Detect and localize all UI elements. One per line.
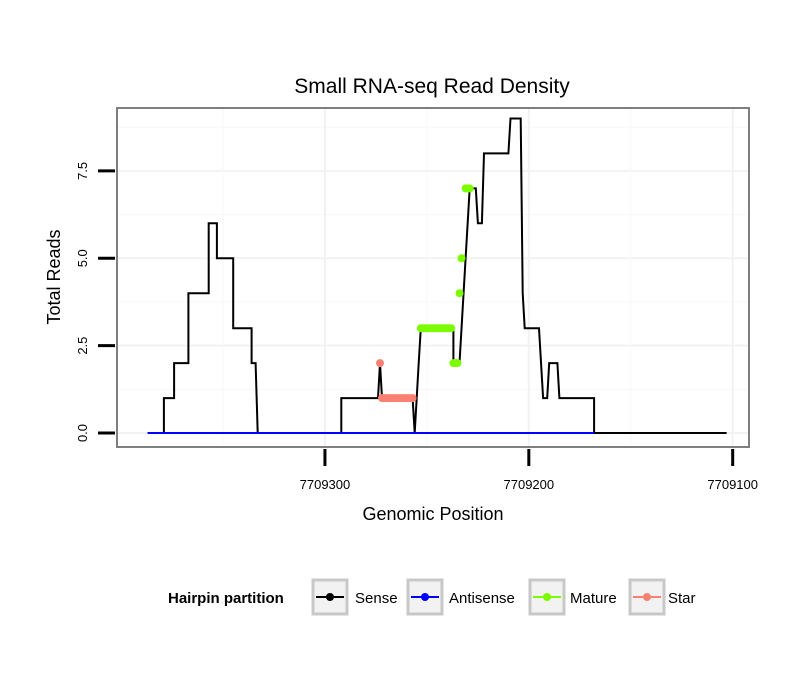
series-layer — [147, 117, 727, 434]
x-tick-label: 7709100 — [707, 477, 758, 492]
legend-title: Hairpin partition — [168, 590, 284, 607]
legend-label-star: Star — [668, 590, 696, 607]
y-tick-label: 2.5 — [75, 337, 90, 355]
star-point — [408, 394, 417, 403]
y-axis-title: Total Reads — [44, 229, 64, 324]
star-point — [376, 359, 384, 368]
mature-point — [457, 254, 466, 263]
x-tick-label: 7709200 — [504, 477, 555, 492]
mature-point — [455, 289, 464, 298]
legend-point-star — [643, 593, 651, 601]
mature-point — [465, 184, 474, 193]
legend-label-sense: Sense — [355, 590, 398, 607]
gridlines — [117, 108, 749, 447]
legend-point-mature — [543, 593, 551, 601]
sense-line — [147, 117, 727, 434]
y-tick-label: 7.5 — [75, 162, 90, 180]
chart-title: Small RNA-seq Read Density — [294, 75, 570, 98]
mature-point — [447, 324, 456, 333]
y-tick-label: 5.0 — [75, 249, 90, 267]
legend-label-antisense: Antisense — [449, 590, 515, 607]
legend: Hairpin partition Sense Antisense Mature St… — [168, 578, 696, 616]
legend-point-antisense — [421, 593, 429, 601]
plot-border — [116, 107, 750, 448]
axes: 0.0 2.5 5.0 7.5 7709300 7709200 7709100 — [75, 162, 758, 492]
legend-label-mature: Mature — [570, 590, 617, 607]
y-tick-label: 0.0 — [75, 424, 90, 442]
legend-point-sense — [326, 593, 334, 601]
x-axis-title: Genomic Position — [362, 504, 503, 524]
mature-point — [453, 359, 462, 368]
plot-background — [117, 108, 749, 447]
x-tick-label: 7709300 — [300, 477, 351, 492]
